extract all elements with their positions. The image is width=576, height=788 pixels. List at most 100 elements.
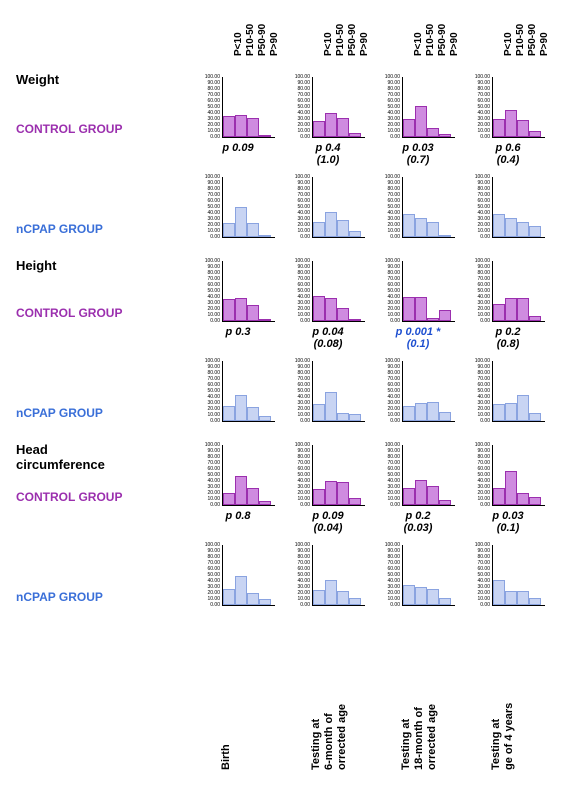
y-tick-label: 10.00 [290, 497, 310, 502]
y-tick-label: 80.00 [470, 87, 490, 92]
y-tick-label: 100.00 [200, 359, 220, 364]
y-tick-label: 0.00 [200, 235, 220, 240]
y-tick-label: 30.00 [200, 485, 220, 490]
y-tick-label: 10.00 [200, 129, 220, 134]
y-tick-label: 80.00 [290, 555, 310, 560]
y-tick-label: 80.00 [290, 455, 310, 460]
ncpap-bar-chart: 0.0010.0020.0030.0040.0050.0060.0070.008… [380, 354, 456, 422]
y-tick-label: 90.00 [200, 181, 220, 186]
y-tick-label: 40.00 [200, 295, 220, 300]
ncpap-bar-chart: 0.0010.0020.0030.0040.0050.0060.0070.008… [200, 538, 276, 606]
y-tick-label: 80.00 [380, 371, 400, 376]
y-tick-label: 60.00 [380, 99, 400, 104]
y-tick-label: 90.00 [380, 265, 400, 270]
y-tick-label: 0.00 [200, 135, 220, 140]
bar [427, 128, 439, 137]
control-bar-chart: 0.0010.0020.0030.0040.0050.0060.0070.008… [290, 254, 366, 322]
percentile-category-label: P10-50 [425, 24, 431, 56]
ncpap-bar-chart: 0.0010.0020.0030.0040.0050.0060.0070.008… [470, 538, 546, 606]
bar [337, 118, 349, 137]
y-tick-label: 0.00 [200, 419, 220, 424]
bar [313, 296, 325, 321]
y-tick-label: 70.00 [470, 377, 490, 382]
y-tick-label: 100.00 [200, 175, 220, 180]
y-tick-label: 100.00 [380, 543, 400, 548]
y-tick-label: 70.00 [380, 561, 400, 566]
bars-container [313, 178, 365, 237]
bar [505, 298, 517, 321]
y-tick-label: 50.00 [200, 105, 220, 110]
y-tick-label: 70.00 [200, 461, 220, 466]
percentile-category-label: P50-90 [257, 24, 263, 56]
bar [517, 591, 529, 605]
bar [325, 212, 337, 237]
y-tick-label: 50.00 [200, 205, 220, 210]
y-tick-label: 30.00 [290, 485, 310, 490]
y-tick-label: 60.00 [200, 383, 220, 388]
y-tick-label: 70.00 [380, 93, 400, 98]
y-tick-label: 50.00 [380, 573, 400, 578]
percentile-category-header: P<10P10-50P50-90P>90P<10P10-50P50-90P>90… [0, 0, 576, 60]
y-tick-label: 30.00 [200, 585, 220, 590]
y-tick-label: 30.00 [380, 217, 400, 222]
control-bar-chart: 0.0010.0020.0030.0040.0050.0060.0070.008… [200, 70, 276, 138]
y-tick-label: 60.00 [290, 567, 310, 572]
bars-container [493, 178, 545, 237]
y-tick-label: 10.00 [380, 597, 400, 602]
bar [325, 481, 337, 505]
y-tick-label: 60.00 [470, 567, 490, 572]
y-tick-label: 70.00 [470, 561, 490, 566]
bar [403, 119, 415, 137]
y-tick-label: 90.00 [380, 549, 400, 554]
bar [337, 308, 349, 321]
bar [415, 403, 427, 421]
y-tick-label: 100.00 [290, 543, 310, 548]
p-value-label: p 0.4(1.0) [290, 142, 366, 166]
p-value-label: p 0.09 [200, 142, 276, 154]
y-tick-label: 100.00 [470, 175, 490, 180]
y-tick-label: 100.00 [380, 175, 400, 180]
y-tick-label: 20.00 [290, 591, 310, 596]
ncpap-group-label: nCPAP GROUP [16, 222, 103, 236]
bar [349, 231, 361, 237]
y-tick-label: 40.00 [380, 111, 400, 116]
y-tick-label: 80.00 [470, 271, 490, 276]
control-bar-chart: 0.0010.0020.0030.0040.0050.0060.0070.008… [200, 438, 276, 506]
y-tick-label: 10.00 [470, 597, 490, 602]
y-tick-label: 0.00 [470, 319, 490, 324]
y-tick-label: 50.00 [290, 289, 310, 294]
y-tick-label: 70.00 [290, 561, 310, 566]
y-tick-label: 30.00 [290, 401, 310, 406]
y-tick-label: 100.00 [380, 359, 400, 364]
bar [313, 590, 325, 605]
y-tick-label: 30.00 [470, 301, 490, 306]
y-tick-label: 40.00 [380, 211, 400, 216]
bars-container [493, 262, 545, 321]
ncpap-bar-chart: 0.0010.0020.0030.0040.0050.0060.0070.008… [290, 354, 366, 422]
y-tick-label: 70.00 [470, 461, 490, 466]
bar [223, 223, 235, 237]
y-tick-label: 70.00 [380, 193, 400, 198]
y-tick-label: 0.00 [290, 603, 310, 608]
y-tick-label: 10.00 [380, 129, 400, 134]
bar [439, 235, 451, 237]
y-tick-label: 10.00 [200, 313, 220, 318]
timepoint-label: Testing at [490, 719, 502, 770]
y-tick-label: 40.00 [380, 395, 400, 400]
y-tick-label: 20.00 [380, 491, 400, 496]
y-tick-label: 30.00 [380, 401, 400, 406]
y-tick-label: 40.00 [290, 111, 310, 116]
y-tick-label: 40.00 [290, 211, 310, 216]
y-tick-label: 100.00 [290, 443, 310, 448]
bars-container [223, 362, 275, 421]
percentile-category-label: P<10 [413, 32, 419, 56]
bar [493, 304, 505, 321]
bar [505, 471, 517, 505]
y-tick-label: 100.00 [470, 75, 490, 80]
y-tick-label: 20.00 [290, 307, 310, 312]
bar [223, 493, 235, 505]
y-tick-label: 50.00 [290, 389, 310, 394]
y-tick-label: 20.00 [200, 307, 220, 312]
y-tick-label: 10.00 [470, 313, 490, 318]
percentile-category-label: P>90 [449, 32, 455, 56]
